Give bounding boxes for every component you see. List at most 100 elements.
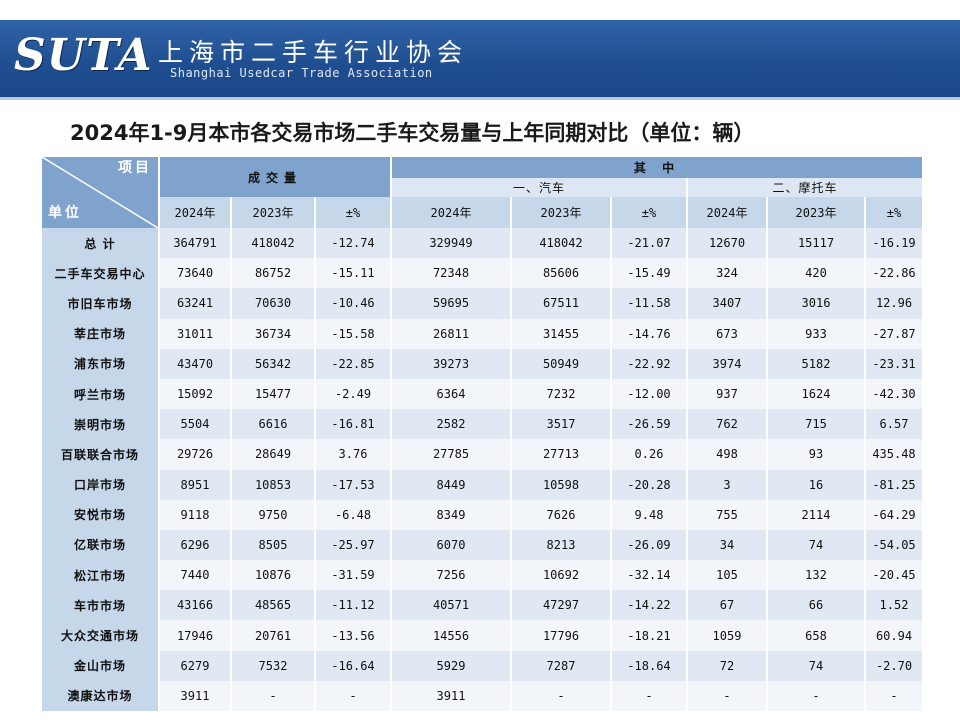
table-cell: 70630 (232, 288, 314, 319)
table-cell: 9750 (232, 499, 314, 530)
table-cell: 418042 (512, 228, 610, 259)
market-name: 松江市场 (42, 560, 158, 591)
table-cell: -25.97 (316, 529, 390, 561)
table-cell: -16.19 (866, 228, 922, 259)
table-cell: -16.81 (316, 409, 390, 440)
table-cell: 3016 (768, 288, 864, 319)
table-cell: 48565 (232, 590, 314, 621)
table-cell: 7287 (512, 650, 610, 681)
table-cell: 6070 (392, 529, 510, 561)
table-cell: 937 (688, 378, 766, 410)
market-name: 车市市场 (42, 590, 158, 621)
table-cell: 7256 (392, 560, 510, 591)
table-cell: 3911 (160, 680, 230, 711)
column-header: 2024年 (688, 197, 766, 228)
table-cell: -12.00 (612, 378, 686, 410)
market-name: 澳康达市场 (42, 680, 158, 711)
table-cell: 15477 (232, 378, 314, 410)
table-cell: 435.48 (866, 439, 922, 470)
table-cell: 6.57 (866, 409, 922, 440)
table-cell: 17946 (160, 620, 230, 651)
market-name: 市旧车市场 (42, 288, 158, 319)
table-cell: - (512, 680, 610, 711)
table-cell: 73640 (160, 258, 230, 289)
suta-logo: SUTA (14, 30, 153, 81)
table-cell: -11.58 (612, 288, 686, 319)
table-cell: 26811 (392, 318, 510, 349)
table-cell: 3.76 (316, 439, 390, 470)
table-cell: -11.12 (316, 590, 390, 621)
column-header: 2023年 (768, 197, 864, 228)
table-cell: 31455 (512, 318, 610, 349)
table-cell: 50949 (512, 348, 610, 379)
table-cell: 85606 (512, 258, 610, 289)
table-cell: 3517 (512, 409, 610, 440)
table-cell: -16.64 (316, 650, 390, 681)
column-header: ±% (612, 197, 686, 228)
table-cell: 14556 (392, 620, 510, 651)
table-cell: 74 (768, 529, 864, 561)
table-cell: 60.94 (866, 620, 922, 651)
table-cell: 72348 (392, 258, 510, 289)
table-cell: 8505 (232, 529, 314, 561)
table-cell: - (316, 680, 390, 711)
table-cell: -2.49 (316, 378, 390, 410)
table-cell: 9118 (160, 499, 230, 530)
table-cell: - (866, 680, 922, 711)
table-cell: -22.86 (866, 258, 922, 289)
table-cell: 324 (688, 258, 766, 289)
table-cell: -13.56 (316, 620, 390, 651)
market-name: 口岸市场 (42, 469, 158, 500)
market-name: 呼兰市场 (42, 378, 158, 410)
table-cell: 8349 (392, 499, 510, 530)
table-cell: 5929 (392, 650, 510, 681)
table-cell: - (232, 680, 314, 711)
table-cell: -6.48 (316, 499, 390, 530)
table-cell: 364791 (160, 228, 230, 259)
table-cell: -26.09 (612, 529, 686, 561)
table-cell: 1059 (688, 620, 766, 651)
table-cell: -15.58 (316, 318, 390, 349)
column-header: 2023年 (232, 197, 314, 228)
table-cell: 43166 (160, 590, 230, 621)
table-cell: 43470 (160, 348, 230, 379)
page-title: 2024年1-9月本市各交易市场二手车交易量与上年同期对比（单位：辆） (70, 121, 755, 145)
table-cell: 12.96 (866, 288, 922, 319)
table-cell: 329949 (392, 228, 510, 259)
deal-volume-header: 成交量 (160, 157, 390, 197)
car-header: 一、汽车 (392, 178, 686, 197)
market-name: 崇明市场 (42, 409, 158, 440)
table-cell: 498 (688, 439, 766, 470)
table-cell: 715 (768, 409, 864, 440)
table-cell: 673 (688, 318, 766, 349)
corner-label-item: 项目 (118, 160, 152, 176)
table-cell: 105 (688, 560, 766, 591)
market-name: 百联联合市场 (42, 439, 158, 470)
table-cell: 762 (688, 409, 766, 440)
table-cell: - (768, 680, 864, 711)
association-name-en: Shanghai Usedcar Trade Association (170, 66, 433, 80)
table-cell: -10.46 (316, 288, 390, 319)
table-cell: 6279 (160, 650, 230, 681)
table-cell: -12.74 (316, 228, 390, 259)
table-cell: 1.52 (866, 590, 922, 621)
table-cell: 39273 (392, 348, 510, 379)
table-cell: 10876 (232, 560, 314, 591)
table-cell: 8449 (392, 469, 510, 500)
table-cell: -22.85 (316, 348, 390, 379)
table-cell: 59695 (392, 288, 510, 319)
table-cell: -15.11 (316, 258, 390, 289)
table-cell: 31011 (160, 318, 230, 349)
column-header: 2024年 (392, 197, 510, 228)
table-cell: 420 (768, 258, 864, 289)
column-header: 2023年 (512, 197, 610, 228)
table-cell: 6296 (160, 529, 230, 561)
table-cell: -18.21 (612, 620, 686, 651)
table-cell: -31.59 (316, 560, 390, 591)
motorcycle-header: 二、摩托车 (688, 178, 922, 197)
header-banner (0, 20, 960, 100)
table-cell: 20761 (232, 620, 314, 651)
market-name: 莘庄市场 (42, 318, 158, 349)
table-cell: -2.70 (866, 650, 922, 681)
table-cell: 658 (768, 620, 864, 651)
